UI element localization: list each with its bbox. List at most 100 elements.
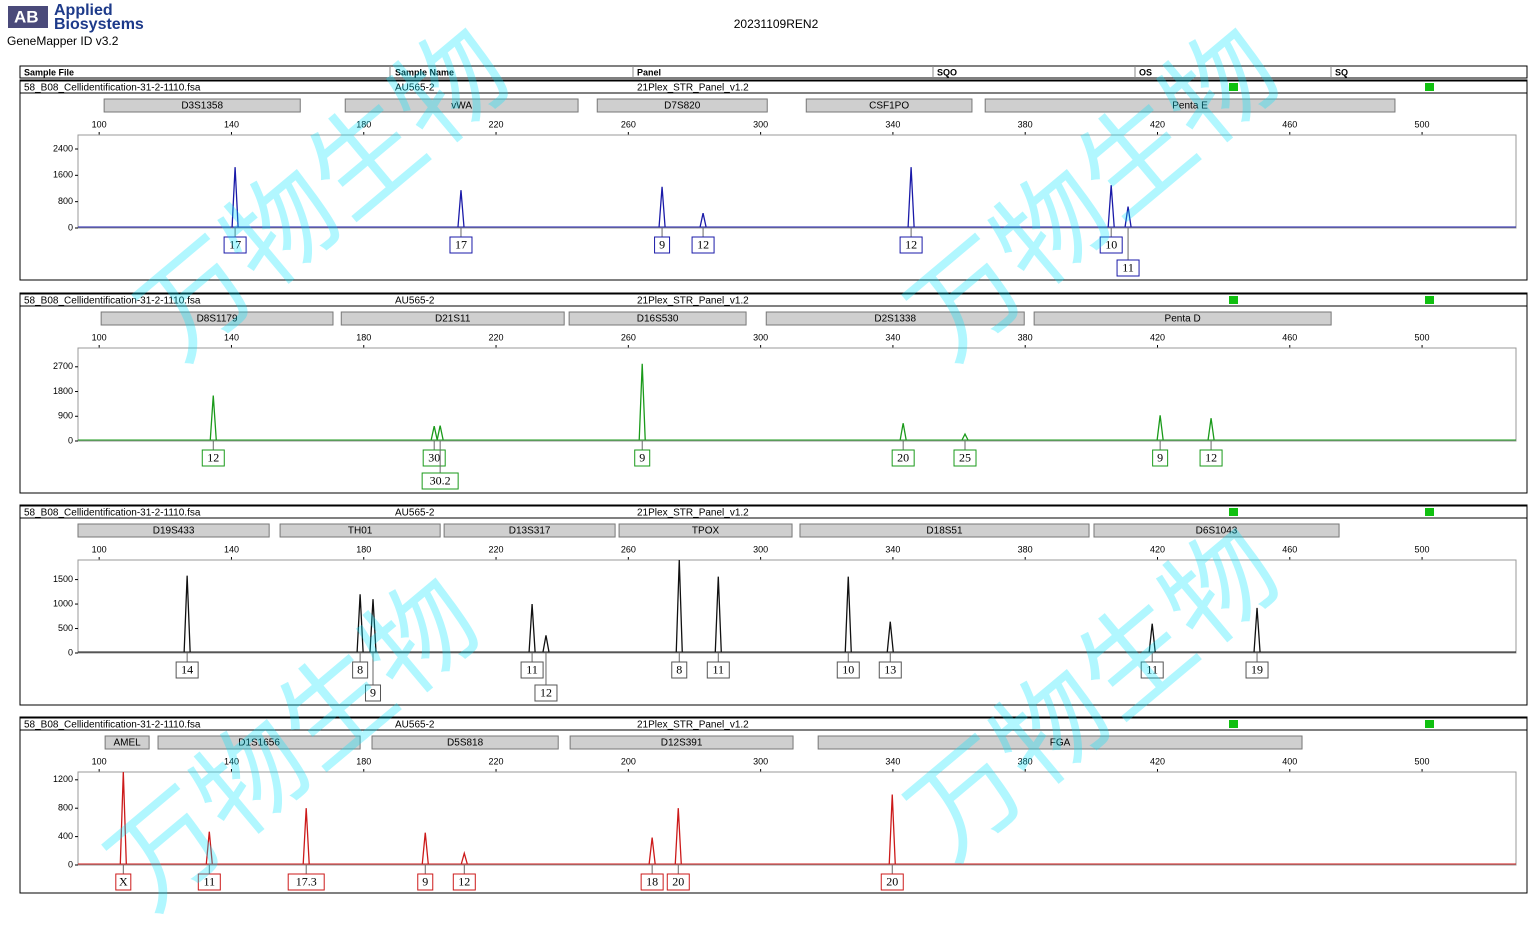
x-tick-label: 140	[224, 332, 239, 342]
x-tick-label: 180	[356, 756, 371, 766]
allele-label: 12	[207, 450, 219, 464]
allele-box	[640, 873, 664, 891]
allele-box	[449, 236, 473, 254]
x-tick-label: 380	[1018, 544, 1033, 554]
marker-bar	[157, 735, 361, 750]
x-tick-label: 100	[92, 756, 107, 766]
marker-bar	[765, 311, 1025, 326]
sample-name: AU565-2	[395, 720, 435, 731]
logo-letters: AB	[14, 7, 39, 26]
panel-name: 21Plex_STR_Panel_v1.2	[637, 508, 749, 519]
allele-box	[417, 873, 434, 891]
peak	[209, 395, 217, 441]
x-tick-label: 500	[1415, 332, 1430, 342]
y-tick-label: 0	[68, 647, 73, 657]
marker-name: AMEL	[113, 738, 141, 749]
x-tick-label: 400	[1282, 756, 1297, 766]
marker-name: D19S433	[153, 526, 195, 537]
marker-bar	[100, 311, 334, 326]
marker-name: D16S530	[637, 314, 679, 325]
y-tick-label: 0	[68, 435, 73, 445]
quality-flag	[1425, 296, 1434, 304]
allele-box	[352, 661, 369, 679]
allele-label: 18	[646, 874, 658, 888]
peak	[430, 426, 438, 441]
x-tick-label: 180	[356, 119, 371, 129]
peak	[648, 837, 656, 865]
allele-box	[201, 449, 225, 467]
peak	[119, 771, 127, 865]
peak	[888, 794, 896, 865]
allele-box	[953, 449, 977, 467]
peak	[436, 425, 444, 441]
sample-file: 58_B08_Cellidentification-31-2-1110.fsa	[24, 508, 201, 519]
allele-label: 25	[959, 450, 971, 464]
allele-label: 11	[1146, 662, 1158, 676]
marker-name: D13S317	[509, 526, 551, 537]
allele-label: 30	[428, 450, 440, 464]
quality-flag	[1425, 508, 1434, 516]
allele-box	[654, 236, 671, 254]
peak	[1148, 623, 1156, 653]
marker-bar	[1033, 311, 1332, 326]
marker-bar	[618, 523, 793, 538]
marker-name: D8S1179	[197, 314, 238, 325]
plot-area	[77, 559, 1517, 654]
peak	[961, 432, 969, 441]
sample-row	[19, 717, 1528, 731]
sample-file: 58_B08_Cellidentification-31-2-1110.fsa	[24, 720, 201, 731]
plot-area	[77, 771, 1517, 866]
marker-name: TPOX	[692, 526, 720, 537]
allele-label: 19	[1251, 662, 1263, 676]
peak	[183, 575, 191, 653]
quality-flag	[1425, 83, 1434, 91]
allele-label: 13	[884, 662, 896, 676]
peak	[674, 808, 682, 865]
y-tick-label: 0	[68, 222, 73, 232]
allele-box	[878, 661, 902, 679]
x-tick-label: 260	[621, 332, 636, 342]
allele-box	[634, 449, 651, 467]
column-header: SQO	[937, 67, 957, 77]
allele-label: X	[119, 874, 128, 888]
x-tick-label: 140	[224, 756, 239, 766]
allele-box	[287, 873, 325, 891]
peak	[1107, 185, 1115, 228]
x-tick-label: 420	[1150, 332, 1165, 342]
column-header: SQ	[1335, 67, 1348, 77]
allele-box	[175, 661, 199, 679]
x-tick-label: 380	[1018, 756, 1033, 766]
marker-bar	[984, 98, 1396, 113]
sample-row	[19, 80, 1528, 94]
run-name: 20231109REN2	[734, 17, 819, 31]
x-tick-label: 220	[489, 332, 504, 342]
allele-box	[452, 873, 476, 891]
x-tick-label: 500	[1415, 756, 1430, 766]
column-header: Panel	[637, 67, 661, 77]
peak	[714, 576, 722, 653]
peak	[1253, 607, 1261, 653]
x-tick-label: 100	[92, 332, 107, 342]
allele-box	[1116, 259, 1140, 277]
allele-label: 14	[181, 662, 193, 676]
allele-label: 12	[458, 874, 470, 888]
marker-name: TH01	[348, 526, 373, 537]
peak	[907, 167, 915, 228]
watermark: 万物生物	[114, 3, 533, 384]
allele-label: 8	[357, 662, 363, 676]
allele-label: 12	[1205, 450, 1217, 464]
x-tick-label: 420	[1150, 544, 1165, 554]
quality-flag	[1229, 296, 1238, 304]
peak	[658, 186, 666, 228]
x-tick-label: 100	[92, 544, 107, 554]
allele-label: 9	[370, 685, 376, 699]
allele-box	[706, 661, 730, 679]
x-tick-label: 340	[885, 332, 900, 342]
allele-label: 12	[697, 237, 709, 251]
marker-name: FGA	[1050, 738, 1071, 749]
panel	[19, 292, 1528, 494]
allele-label: 11	[526, 662, 538, 676]
y-tick-label: 1000	[53, 598, 73, 608]
peak	[886, 621, 894, 653]
sample-name: AU565-2	[395, 508, 435, 519]
